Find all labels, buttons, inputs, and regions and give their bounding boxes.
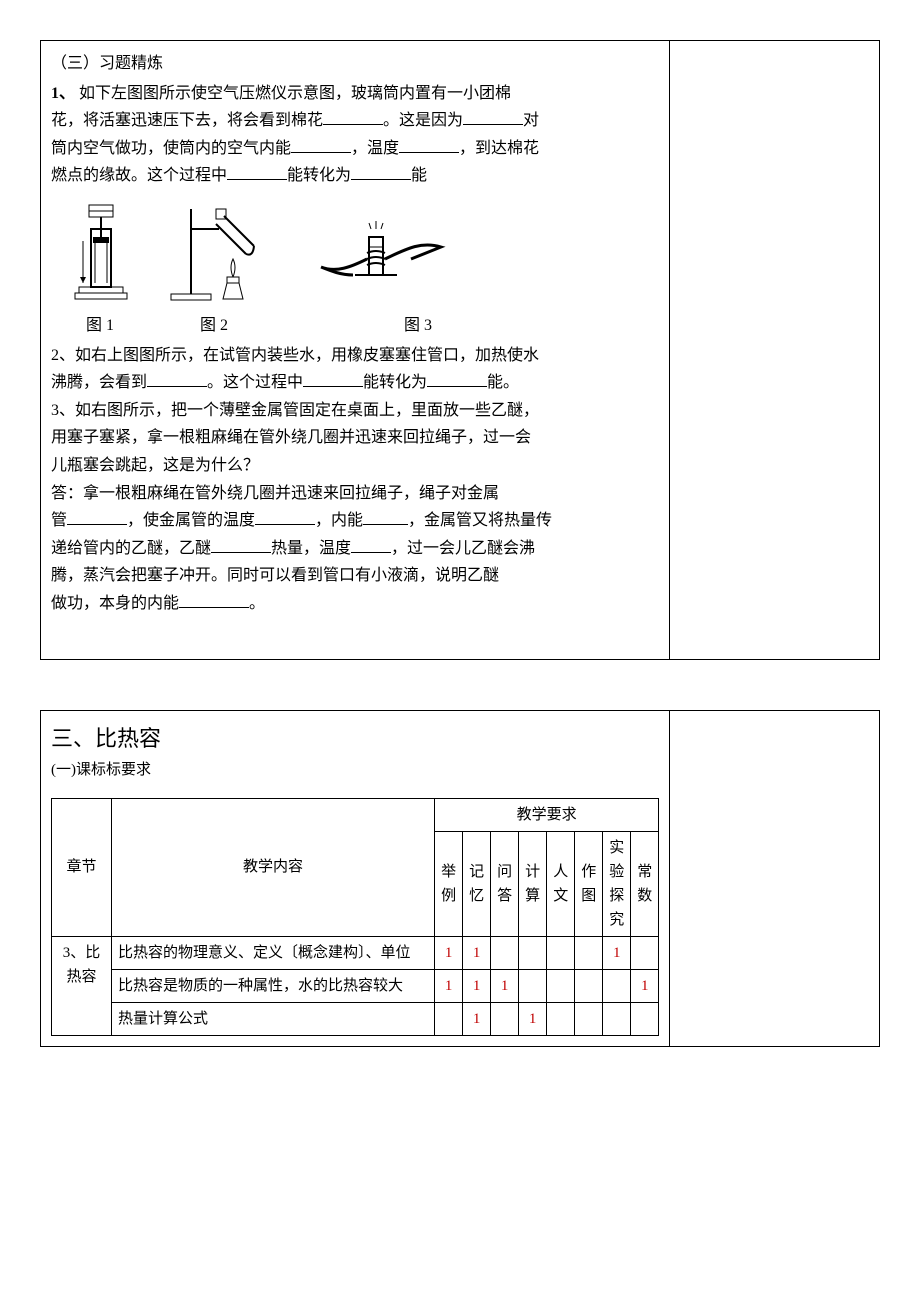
th-req: 教学要求 xyxy=(435,798,659,831)
q1-l1: 如下左图图所示使空气压燃仪示意图，玻璃筒内置有一小团棉 xyxy=(79,85,511,102)
fig2-label: 图 2 xyxy=(200,313,280,339)
mark-cell xyxy=(603,969,631,1002)
mark-cell: 1 xyxy=(463,969,491,1002)
q2-line2: 沸腾，会看到。这个过程中能转化为能。 xyxy=(51,370,659,396)
mark-cell xyxy=(519,969,547,1002)
mark-cell: 1 xyxy=(463,936,491,969)
q2-line1: 2、如右上图图所示，在试管内装些水，用橡皮塞塞住管口，加热使水 xyxy=(51,343,659,369)
mark-cell xyxy=(519,936,547,969)
th-col4: 人文 xyxy=(547,831,575,936)
heat-main-cell: 三、比热容 (一)课标标要求 章节 教学内容 教学要求 举例 记忆 问答 计算 … xyxy=(41,710,670,1046)
q3-ans1: 答：拿一根粗麻绳在管外绕几圈并迅速来回拉绳子，绳子对金属 xyxy=(51,481,659,507)
q1: 1、 如下左图图所示使空气压燃仪示意图，玻璃筒内置有一小团棉 xyxy=(51,81,659,107)
th-col2: 问答 xyxy=(491,831,519,936)
mark-cell xyxy=(491,1002,519,1035)
blank xyxy=(255,509,315,525)
blank xyxy=(427,371,487,387)
blank xyxy=(227,164,287,180)
mark-cell xyxy=(547,969,575,1002)
mark-cell xyxy=(575,1002,603,1035)
blank xyxy=(463,109,523,125)
chapter-cell: 3、比热容 xyxy=(52,936,112,1035)
blank xyxy=(351,537,391,553)
q3-ans5: 做功，本身的内能。 xyxy=(51,591,659,617)
th-content: 教学内容 xyxy=(112,798,435,936)
blank xyxy=(211,537,271,553)
heat-subtitle: (一)课标标要求 xyxy=(51,758,659,782)
exercise-side-cell xyxy=(670,41,880,660)
requirements-table: 章节 教学内容 教学要求 举例 记忆 问答 计算 人文 作图 实验探究 常数 3… xyxy=(51,798,659,1036)
mark-cell xyxy=(435,1002,463,1035)
mark-cell: 1 xyxy=(435,936,463,969)
mark-cell xyxy=(547,936,575,969)
figure-1-piston xyxy=(71,199,131,309)
q1-line3: 筒内空气做功，使筒内的空气内能，温度，到达棉花 xyxy=(51,136,659,162)
q3-ans3: 递给管内的乙醚，乙醚热量，温度，过一会儿乙醚会沸 xyxy=(51,536,659,562)
q3-line1: 3、如右图所示，把一个薄壁金属管固定在桌面上，里面放一些乙醚， xyxy=(51,398,659,424)
th-col0: 举例 xyxy=(435,831,463,936)
q1-number: 1、 xyxy=(51,85,75,102)
figures-row xyxy=(71,199,659,309)
mark-cell: 1 xyxy=(463,1002,491,1035)
th-col7: 常数 xyxy=(631,831,659,936)
exercise-main-cell: （三）习题精炼 1、 如下左图图所示使空气压燃仪示意图，玻璃筒内置有一小团棉 花… xyxy=(41,41,670,660)
mark-cell: 1 xyxy=(435,969,463,1002)
mark-cell: 1 xyxy=(603,936,631,969)
blank xyxy=(399,137,459,153)
q3-line2: 用塞子塞紧，拿一根粗麻绳在管外绕几圈并迅速来回拉绳子，过一会 xyxy=(51,425,659,451)
content-cell: 比热容的物理意义、定义〔概念建构〕、单位 xyxy=(112,936,435,969)
mark-cell xyxy=(575,936,603,969)
blank xyxy=(363,509,408,525)
figure-2-testtube xyxy=(161,199,281,309)
mark-cell: 1 xyxy=(491,969,519,1002)
q3-ans4: 腾，蒸汽会把塞子冲开。同时可以看到管口有小液滴，说明乙醚 xyxy=(51,563,659,589)
exercise-box: （三）习题精炼 1、 如下左图图所示使空气压燃仪示意图，玻璃筒内置有一小团棉 花… xyxy=(40,40,880,660)
th-col1: 记忆 xyxy=(463,831,491,936)
th-col6: 实验探究 xyxy=(603,831,631,936)
mark-cell xyxy=(631,936,659,969)
fig1-label: 图 1 xyxy=(86,313,166,339)
q3-ans2: 管，使金属管的温度，内能，金属管又将热量传 xyxy=(51,508,659,534)
mark-cell xyxy=(603,1002,631,1035)
blank xyxy=(323,109,383,125)
heat-side-cell xyxy=(670,710,880,1046)
fig3-label: 图 3 xyxy=(404,313,484,339)
mark-cell xyxy=(631,1002,659,1035)
q1-line4: 燃点的缘故。这个过程中能转化为能 xyxy=(51,163,659,189)
figure-3-tube-rope xyxy=(311,219,451,309)
mark-cell xyxy=(491,936,519,969)
blank xyxy=(351,164,411,180)
heat-capacity-box: 三、比热容 (一)课标标要求 章节 教学内容 教学要求 举例 记忆 问答 计算 … xyxy=(40,710,880,1047)
q1-line2: 花，将活塞迅速压下去，将会看到棉花。这是因为对 xyxy=(51,108,659,134)
blank xyxy=(179,592,249,608)
content-cell: 比热容是物质的一种属性，水的比热容较大 xyxy=(112,969,435,1002)
table-row: 比热容是物质的一种属性，水的比热容较大 1 1 1 1 xyxy=(52,969,659,1002)
q3-line3: 儿瓶塞会跳起，这是为什么？ xyxy=(51,453,659,479)
mark-cell: 1 xyxy=(519,1002,547,1035)
mark-cell xyxy=(547,1002,575,1035)
content-cell: 热量计算公式 xyxy=(112,1002,435,1035)
heat-heading: 三、比热容 xyxy=(51,721,659,756)
figure-labels: 图 1 图 2 图 3 xyxy=(51,313,659,339)
table-row: 3、比热容 比热容的物理意义、定义〔概念建构〕、单位 1 1 1 xyxy=(52,936,659,969)
mark-cell: 1 xyxy=(631,969,659,1002)
th-col3: 计算 xyxy=(519,831,547,936)
th-col5: 作图 xyxy=(575,831,603,936)
blank xyxy=(147,371,207,387)
mark-cell xyxy=(575,969,603,1002)
blank xyxy=(67,509,127,525)
th-chapter: 章节 xyxy=(52,798,112,936)
table-header-row1: 章节 教学内容 教学要求 xyxy=(52,798,659,831)
blank xyxy=(291,137,351,153)
blank xyxy=(303,371,363,387)
table-row: 热量计算公式 1 1 xyxy=(52,1002,659,1035)
section3-heading: （三）习题精炼 xyxy=(51,51,659,77)
